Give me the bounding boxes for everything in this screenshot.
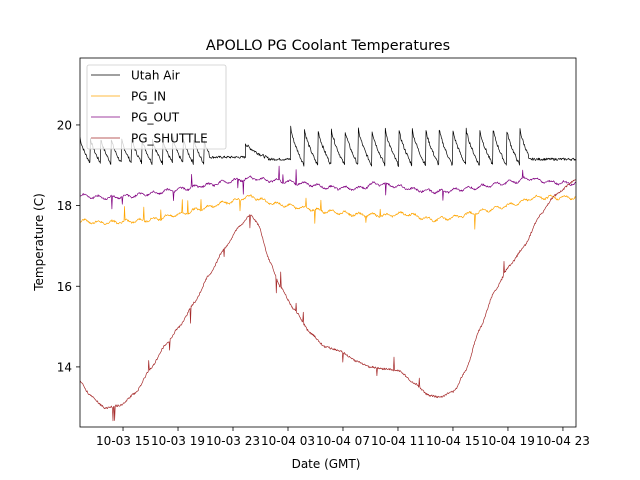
y-tick-label: 14 [57,360,72,374]
x-tick-label: 10-04 03 [261,434,315,448]
y-tick-label: 16 [57,280,72,294]
x-tick-label: 10-03 19 [151,434,205,448]
x-tick-label: 10-04 07 [316,434,370,448]
x-axis-label: Date (GMT) [292,457,361,471]
legend: Utah Air PG_IN PG_OUT PG_SHUTTLE [86,64,227,150]
x-tick-label: 10-04 15 [426,434,480,448]
y-axis-label: Temperature (C) [32,193,46,292]
y-axis: 14 16 18 20 [57,118,80,374]
series-line-pg-out [80,165,576,210]
series-line-pg-in [80,194,576,230]
x-axis: 10-03 15 10-03 19 10-03 23 10-04 03 10-04 07… [96,427,590,448]
x-tick-label: 10-03 15 [96,434,150,448]
y-tick-label: 20 [57,118,72,132]
series-line-pg-shuttle [80,179,576,422]
x-tick-label: 10-04 19 [481,434,535,448]
x-tick-label: 10-04 23 [536,434,590,448]
legend-label-pg-out: PG_OUT [131,111,180,125]
legend-frame [86,64,227,150]
legend-label-pg-in: PG_IN [131,90,166,104]
y-tick-label: 18 [57,199,72,213]
x-tick-label: 10-04 11 [371,434,425,448]
chart-title: APOLLO PG Coolant Temperatures [206,38,450,54]
x-tick-label: 10-03 23 [206,434,260,448]
legend-label-pg-shuttle: PG_SHUTTLE [131,132,208,146]
axes-frame [79,57,577,428]
legend-label-utah-air: Utah Air [131,69,180,83]
